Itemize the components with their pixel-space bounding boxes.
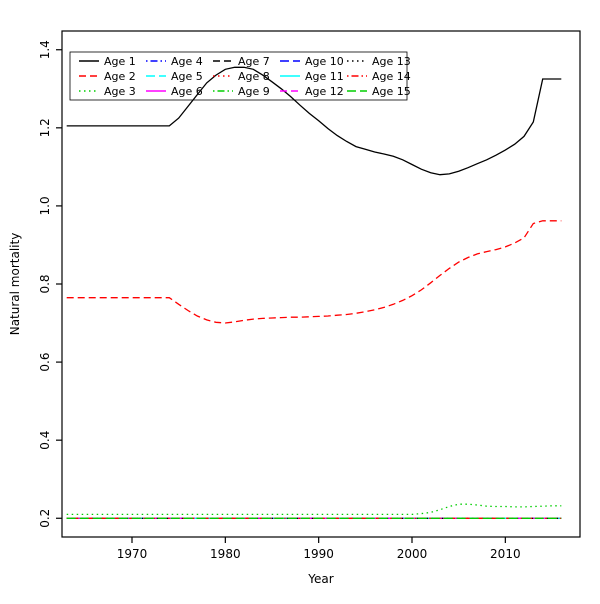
legend-label-age-8: Age 8 (238, 70, 270, 83)
legend: Age 1 Age 2 Age 3 Age 4 Age 5 Age 6 Age 7 Age 8… (69, 51, 411, 101)
legend-label-age-4: Age 4 (171, 55, 203, 68)
legend-label-age-15: Age 15 (372, 85, 411, 98)
y-axis-label: Natural mortality (8, 233, 22, 336)
y-tick-label: 0.8 (38, 274, 52, 293)
legend-label-age-2: Age 2 (104, 70, 136, 83)
legend-label-age-1: Age 1 (104, 55, 136, 68)
x-tick-label: 1990 (303, 547, 334, 561)
y-tick-label: 0.2 (38, 509, 52, 528)
legend-label-age-14: Age 14 (372, 70, 411, 83)
legend-box (69, 51, 408, 101)
legend-label-age-3: Age 3 (104, 85, 136, 98)
x-tick-label: 2000 (397, 547, 428, 561)
series-lines (66, 66, 562, 519)
y-tick-label: 1.2 (38, 118, 52, 137)
plot-area (61, 30, 581, 538)
legend-label-age-9: Age 9 (238, 85, 270, 98)
y-tick-label: 1.4 (38, 40, 52, 59)
legend-label-age-5: Age 5 (171, 70, 203, 83)
x-tick-label: 1980 (210, 547, 241, 561)
series-line-age-3 (66, 503, 562, 516)
x-axis: 1970 1980 1990 2000 2010 (117, 537, 521, 561)
y-axis: 0.2 0.4 0.6 0.8 1.0 1.2 1.4 (38, 40, 62, 528)
legend-label-age-11: Age 11 (305, 70, 344, 83)
x-tick-label: 2010 (490, 547, 521, 561)
legend-label-age-7: Age 7 (238, 55, 270, 68)
series-line-age-2 (66, 220, 562, 324)
x-tick-label: 1970 (117, 547, 148, 561)
y-tick-label: 1.0 (38, 196, 52, 215)
series-line-age-1 (66, 66, 562, 176)
legend-label-age-6: Age 6 (171, 85, 203, 98)
x-axis-label: Year (307, 572, 333, 586)
y-tick-label: 0.4 (38, 431, 52, 450)
y-tick-label: 0.6 (38, 353, 52, 372)
legend-label-age-13: Age 13 (372, 55, 411, 68)
legend-label-age-10: Age 10 (305, 55, 344, 68)
legend-label-age-12: Age 12 (305, 85, 344, 98)
